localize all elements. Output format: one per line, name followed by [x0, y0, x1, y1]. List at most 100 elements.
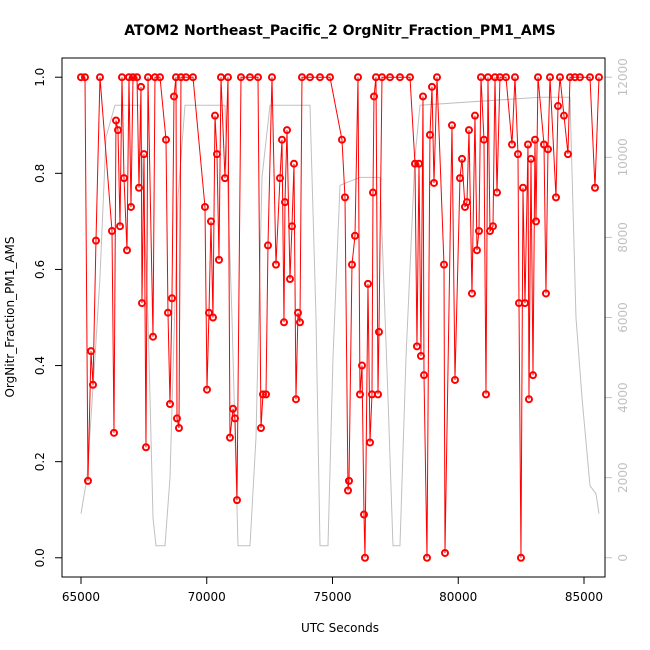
data-point — [523, 140, 532, 149]
data-point — [479, 135, 488, 144]
data-point — [353, 73, 362, 82]
data-point — [287, 222, 296, 231]
data-point — [113, 126, 122, 135]
data-point — [83, 476, 92, 485]
data-point — [256, 424, 265, 433]
x-tick-label: 75000 — [313, 590, 351, 604]
data-point — [282, 126, 291, 135]
x-axis-title: UTC Seconds — [301, 621, 379, 635]
data-point — [115, 222, 124, 231]
data-point — [80, 73, 89, 82]
plot-frame — [61, 57, 606, 578]
data-point — [137, 299, 146, 308]
data-point — [553, 102, 562, 111]
data-point — [245, 73, 254, 82]
y-tick-label: 0.2 — [33, 452, 47, 471]
data-point — [293, 308, 302, 317]
data-point — [289, 159, 298, 168]
data-point — [122, 246, 131, 255]
data-point — [161, 135, 170, 144]
data-point — [253, 73, 262, 82]
y2-tick-label: 8000 — [616, 222, 630, 253]
data-point — [429, 178, 438, 187]
data-point — [450, 375, 459, 384]
data-point — [488, 222, 497, 231]
data-point — [275, 174, 284, 183]
data-point — [343, 486, 352, 495]
data-point — [86, 347, 95, 356]
data-point — [109, 428, 118, 437]
data-point — [368, 188, 377, 197]
data-point — [204, 308, 213, 317]
data-point — [128, 73, 137, 82]
data-point — [210, 111, 219, 120]
data-point — [440, 548, 449, 557]
data-point — [206, 217, 215, 226]
data-point — [483, 73, 492, 82]
data-point — [457, 154, 466, 163]
data-point — [585, 73, 594, 82]
data-point — [91, 236, 100, 245]
data-point — [518, 183, 527, 192]
x-tick-label: 70000 — [188, 590, 226, 604]
data-point — [347, 260, 356, 269]
data-point — [355, 390, 364, 399]
data-point — [325, 73, 334, 82]
y-tick-label: 0.8 — [33, 164, 47, 183]
y2-tick-label: 12000 — [616, 58, 630, 96]
data-point — [594, 73, 603, 82]
data-point — [111, 116, 120, 125]
data-point — [88, 380, 97, 389]
data-point — [385, 73, 394, 82]
data-point — [365, 438, 374, 447]
data-point — [422, 553, 431, 562]
data-point — [172, 414, 181, 423]
data-point — [543, 145, 552, 154]
data-point — [481, 390, 490, 399]
data-point — [214, 255, 223, 264]
data-point — [412, 342, 421, 351]
data-point — [575, 73, 584, 82]
data-point — [530, 135, 539, 144]
data-point — [134, 183, 143, 192]
data-point — [555, 73, 564, 82]
data-point — [528, 371, 537, 380]
data-point — [315, 73, 324, 82]
data-point — [418, 92, 427, 101]
data-point — [267, 73, 276, 82]
data-point — [510, 73, 519, 82]
y2-tick-label: 6000 — [616, 302, 630, 333]
data-point — [416, 351, 425, 360]
data-point — [363, 279, 372, 288]
data-point — [507, 140, 516, 149]
data-point — [559, 111, 568, 120]
data-point — [531, 217, 540, 226]
data-point — [76, 73, 85, 82]
y-tick-label: 0.0 — [33, 548, 47, 567]
data-point — [533, 73, 542, 82]
data-point — [427, 82, 436, 91]
data-line — [80, 76, 600, 558]
data-point — [374, 327, 383, 336]
data-point — [228, 404, 237, 413]
y2-tick-label: 0 — [616, 554, 630, 562]
y-axis-title: OrgNitr_Fraction_PM1_AMS — [3, 236, 17, 397]
data-point — [148, 332, 157, 341]
data-point — [447, 121, 456, 130]
y-tick-label: 0.4 — [33, 356, 47, 375]
data-point — [492, 188, 501, 197]
data-point — [95, 73, 104, 82]
data-point — [271, 260, 280, 269]
data-point — [232, 496, 241, 505]
data-point — [501, 73, 510, 82]
data-point — [350, 231, 359, 240]
data-point — [357, 361, 366, 370]
data-point — [337, 135, 346, 144]
data-point — [297, 73, 306, 82]
data-point — [107, 227, 116, 235]
data-point — [291, 395, 300, 404]
data-point — [470, 111, 479, 120]
data-point — [263, 241, 272, 250]
data-point — [369, 92, 378, 101]
data-point — [541, 289, 550, 298]
